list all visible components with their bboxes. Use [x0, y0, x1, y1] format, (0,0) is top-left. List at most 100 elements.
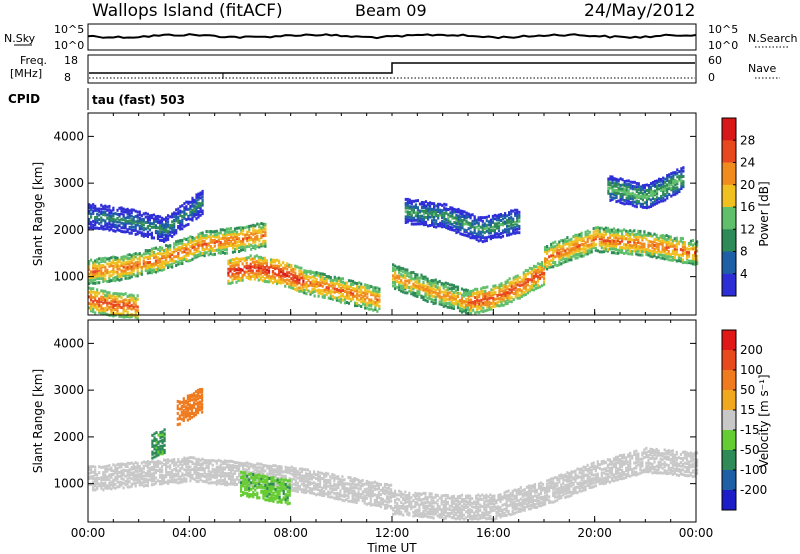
heatmap-cell [114, 256, 117, 260]
heatmap-cell [438, 291, 441, 295]
heatmap-cell [104, 486, 107, 490]
heatmap-cell [319, 482, 322, 486]
heatmap-cell [582, 243, 585, 246]
heatmap-cell [130, 304, 133, 308]
heatmap-cell [679, 257, 682, 261]
heatmap-cell [598, 235, 601, 239]
heatmap-cell [161, 461, 164, 465]
heatmap-cell [229, 227, 233, 230]
heatmap-cell [245, 261, 248, 265]
heatmap-cell [365, 490, 368, 494]
heatmap-cell [418, 290, 421, 294]
heatmap-cell [199, 243, 202, 247]
heatmap-cell [130, 467, 133, 471]
heatmap-cell [292, 474, 295, 478]
heatmap-cell [396, 267, 399, 271]
heatmap-cell [431, 215, 434, 219]
heatmap-cell [288, 477, 291, 481]
heatmap-cell [345, 494, 348, 498]
heatmap-cell [418, 209, 422, 213]
heatmap-cell [351, 497, 354, 501]
heatmap-cell [292, 477, 295, 481]
heatmap-cell [582, 239, 585, 243]
heatmap-cell [120, 483, 123, 487]
heatmap-cell [251, 271, 254, 275]
heatmap-cell [148, 260, 151, 264]
heatmap-cell [498, 288, 501, 292]
heatmap-cell [94, 261, 97, 265]
heatmap-cell [122, 293, 125, 297]
heatmap-cell [110, 215, 113, 218]
heatmap-cell [394, 504, 397, 508]
heatmap-cell [653, 254, 656, 258]
heatmap-cell [412, 216, 415, 220]
heatmap-cell [681, 252, 684, 256]
heatmap-cell [317, 274, 320, 278]
heatmap-cell [235, 477, 239, 481]
heatmap-cell [667, 258, 670, 262]
heatmap-cell [229, 241, 233, 245]
heatmap-cell [504, 280, 507, 284]
heatmap-cell [658, 177, 661, 181]
heatmap-cell [543, 271, 546, 275]
heatmap-cell [341, 280, 344, 284]
heatmap-cell [532, 279, 536, 283]
heatmap-cell [659, 250, 662, 254]
heatmap-cell [250, 484, 253, 488]
heatmap-cell [177, 252, 180, 255]
heatmap-cell [296, 472, 299, 476]
heatmap-cell [454, 285, 457, 289]
heatmap-cell [102, 207, 105, 211]
heatmap-cell [136, 464, 139, 468]
heatmap-cell [498, 285, 501, 289]
heatmap-cell [116, 228, 119, 232]
heatmap-cell [339, 286, 342, 290]
heatmap-cell [136, 478, 139, 482]
heatmap-cell [546, 252, 549, 255]
heatmap-cell [154, 480, 158, 484]
heatmap-cell [163, 240, 166, 243]
heatmap-cell [154, 468, 158, 472]
heatmap-cell [431, 210, 434, 214]
heatmap-cell [152, 268, 156, 272]
heatmap-cell [217, 458, 220, 462]
heatmap-cell [185, 473, 188, 477]
heatmap-cell [197, 463, 200, 466]
heatmap-cell [696, 243, 699, 247]
heatmap-cell [552, 241, 555, 245]
heatmap-cell [126, 485, 129, 489]
heatmap-cell [140, 270, 143, 274]
heatmap-cell [436, 280, 439, 284]
heatmap-cell [98, 218, 101, 222]
heatmap-cell [550, 259, 553, 263]
nsky-tick-max: 10^5 [54, 23, 84, 36]
heatmap-cell [203, 251, 206, 255]
heatmap-cell [270, 465, 273, 469]
heatmap-cell [637, 191, 640, 195]
heatmap-cell [189, 241, 192, 245]
heatmap-cell [195, 201, 198, 205]
heatmap-cell [457, 207, 460, 211]
heatmap-cell [213, 248, 216, 252]
heatmap-cell [100, 482, 103, 485]
heatmap-cell [649, 244, 652, 248]
heatmap-cell [173, 473, 176, 477]
heatmap-cell [286, 466, 289, 470]
heatmap-cell [116, 302, 119, 306]
heatmap-cell [510, 296, 513, 300]
heatmap-cell [373, 503, 376, 507]
heatmap-cell [337, 497, 340, 501]
heatmap-cell [193, 214, 196, 218]
heatmap-cell [156, 261, 160, 265]
heatmap-cell [203, 480, 206, 484]
heatmap-cell [187, 236, 190, 240]
heatmap-cell [207, 230, 210, 234]
heatmap-cell [522, 277, 525, 281]
heatmap-cell [343, 283, 347, 287]
heatmap-cell [356, 284, 359, 288]
heatmap-cell [276, 264, 279, 268]
heatmap-cell [444, 281, 447, 285]
heatmap-cell [179, 211, 182, 215]
heatmap-cell [422, 298, 425, 301]
heatmap-cell [438, 279, 441, 283]
